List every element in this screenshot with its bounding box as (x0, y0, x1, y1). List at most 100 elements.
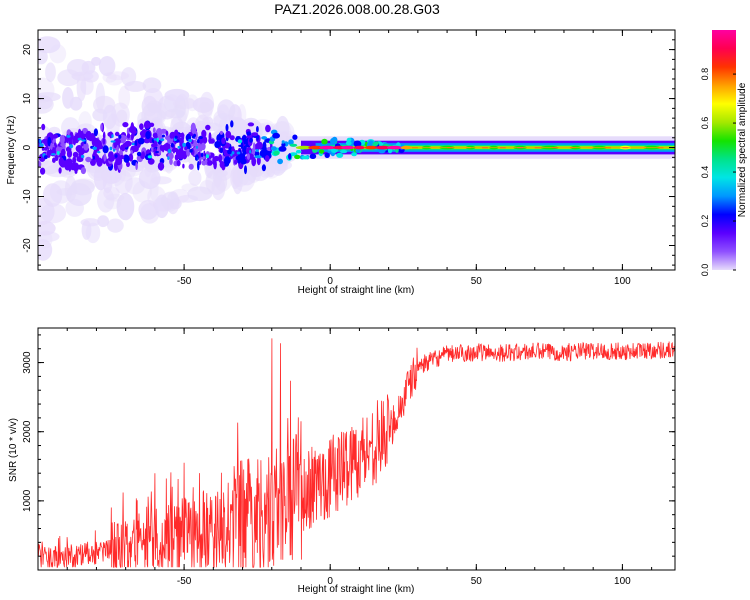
heat-cell (169, 158, 173, 166)
heat-cell (54, 155, 59, 161)
heat-cell (289, 143, 298, 147)
heat-cell (136, 151, 142, 157)
heat-cell (106, 71, 129, 81)
heat-cell (90, 158, 96, 166)
snr-ytick-label: 2000 (22, 420, 33, 443)
heat-cell (102, 145, 109, 154)
heat-cell (102, 104, 117, 130)
heat-cell (191, 124, 197, 135)
heat-cell (107, 218, 124, 233)
heat-cell (114, 154, 118, 158)
snr-panel: -50 0 50 100 1000 2000 3000 Height of straight… (8, 327, 676, 595)
heat-cell (39, 139, 42, 144)
heat-cell (165, 130, 169, 137)
spectrogram-xtick-label: 100 (614, 276, 631, 287)
heat-cell (351, 152, 357, 157)
heat-cell (181, 183, 199, 192)
heat-cell (60, 148, 66, 157)
heat-cell (189, 149, 193, 153)
heat-cell (195, 145, 199, 149)
heat-cell (318, 149, 325, 154)
spectrogram-frame (37, 29, 676, 271)
heat-cell (72, 156, 77, 164)
heat-cell (66, 183, 92, 206)
heat-cell (178, 147, 184, 156)
heat-cell (266, 126, 271, 132)
snr-line-layer (38, 338, 675, 568)
heat-cell (176, 159, 181, 167)
heat-cell (188, 163, 194, 170)
heat-cell (247, 122, 255, 127)
heat-cell (170, 188, 190, 204)
spectrogram-ytick-label: 0 (22, 144, 33, 150)
heat-cell (164, 88, 190, 102)
heat-cell (375, 145, 391, 150)
heat-cell (170, 142, 174, 148)
heat-cell (159, 145, 164, 151)
spectrogram-heatmap (38, 36, 675, 261)
heat-cell (40, 203, 67, 224)
heat-cell (38, 36, 61, 54)
heat-cell (46, 149, 51, 158)
heat-cell (140, 203, 160, 224)
heat-cell (40, 167, 46, 175)
spectrogram-xtick-label: -50 (177, 276, 192, 287)
heat-cell (197, 139, 200, 144)
snr-series-line (38, 338, 675, 568)
heat-cell (156, 137, 159, 143)
heat-cell (199, 180, 215, 195)
heat-cell (153, 138, 158, 141)
heat-cell (346, 137, 352, 142)
snr-ylabel: SNR (10 * v/v) (8, 418, 19, 482)
heat-cell (141, 151, 146, 160)
heat-cell (91, 56, 102, 66)
heat-cell (368, 140, 374, 145)
heat-cell (80, 154, 85, 159)
heat-cell (256, 141, 263, 150)
heat-cell (97, 151, 101, 154)
heat-cell (102, 131, 106, 140)
colorbar-gradient (712, 30, 736, 270)
spectrogram-panel: -50 0 50 100 -20 -10 0 10 20 Height of straight … (6, 29, 676, 296)
heat-cell (147, 155, 153, 159)
heat-cell (166, 191, 180, 215)
heat-cell (161, 192, 180, 210)
heat-cell (116, 192, 135, 221)
heat-cell (148, 152, 152, 155)
heat-cell (225, 130, 232, 139)
heat-cell (333, 145, 345, 150)
heat-cell (278, 146, 287, 152)
heat-cell (81, 139, 86, 142)
heat-cell (174, 129, 179, 135)
heat-cell (236, 136, 241, 139)
heat-cell (197, 101, 213, 121)
heat-cell (182, 163, 185, 169)
colorbar-tick-label: 0.2 (700, 215, 710, 228)
heat-cell (198, 136, 203, 140)
heat-cell (174, 154, 179, 161)
heat-cell (273, 150, 280, 156)
heat-cell (43, 155, 48, 160)
figure-title: PAZ1.2026.008.00.28.G03 (274, 1, 440, 17)
heat-cell (251, 156, 257, 167)
heat-cell (161, 191, 179, 212)
heat-cell (98, 56, 116, 76)
heat-cell (252, 142, 256, 153)
heat-cell (157, 162, 165, 171)
heat-cell (155, 151, 160, 153)
heat-cell (47, 136, 52, 147)
heat-cell (118, 134, 122, 139)
heat-cell (194, 130, 198, 141)
heat-cell (103, 197, 122, 210)
heat-cell (251, 132, 259, 137)
heat-cell (386, 145, 403, 150)
heat-cell (130, 149, 133, 155)
heat-cell (102, 72, 117, 83)
heat-cell (353, 145, 365, 150)
heat-cell (137, 137, 145, 145)
heat-cell (85, 130, 92, 141)
heat-cell (309, 153, 317, 159)
heat-cell (195, 157, 198, 161)
spectrogram-xtick-label: 0 (327, 276, 333, 287)
heat-cell (192, 97, 214, 113)
